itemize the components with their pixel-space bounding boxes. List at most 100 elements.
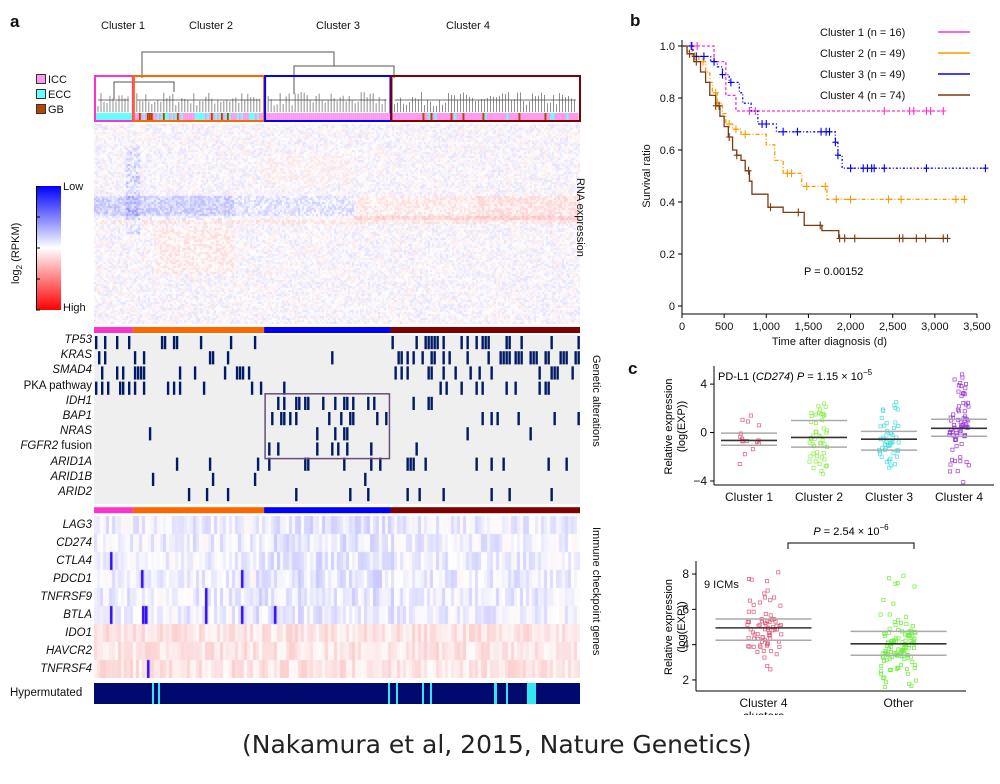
icm-title: 9 ICMs [704,579,739,591]
data-point [891,425,896,430]
censor-mark [944,234,951,243]
genetic-label: ARID2 [58,486,92,498]
mutation-cell [370,442,373,456]
mutation-cell [565,457,568,471]
mutation-cell [253,336,257,350]
section-label-rna: RNA expression [574,178,586,257]
data-point [765,641,770,646]
subtype-cell [346,113,349,120]
mutation-cell [496,412,499,426]
censor-mark [686,49,693,58]
data-point [813,420,818,425]
data-point [958,428,963,433]
censor-mark [780,127,787,136]
y-axis-label: Survival ratio [641,144,653,208]
mutation-cell [490,457,493,471]
mutation-cell [160,336,164,350]
mutation-cell [439,381,442,395]
mutation-cell [460,381,463,395]
subtype-cell [558,113,561,120]
x-tick-label: 1,500 [795,321,823,333]
mutation-cell [487,336,490,350]
data-point [896,618,901,623]
subtype-cell [202,113,205,120]
colorbar-title: log2 (RPKM) [10,222,25,284]
subtype-cell [292,113,295,120]
subtype-cell [270,113,273,120]
cluster-label: Cluster 3 [316,20,361,32]
subtype-cell [208,113,211,120]
data-point [955,433,960,438]
subtype-cell [200,113,203,120]
mutation-cell [442,336,445,350]
data-point [777,644,782,649]
mutation-cell [187,488,191,502]
mutation-cell [400,366,403,380]
subtype-cell [122,113,124,120]
mutation-cell [379,457,382,471]
data-point [824,430,829,435]
censor-mark [851,234,858,243]
subtype-cell [482,113,485,120]
censor-mark [733,151,740,160]
mutation-cell [142,366,146,380]
data-point [760,635,765,640]
subtype-cell [426,113,429,120]
data-point [765,579,770,584]
data-point [904,666,909,671]
censor-mark [836,234,843,243]
subtype-cell [252,113,255,120]
subtype-cell [296,113,299,120]
subtype-cell [236,113,239,120]
p-symbol: P [813,526,821,538]
mutation-cell [95,336,98,350]
subtype-cell [334,113,337,120]
y-axis-label-line: Relative expression [663,579,675,675]
legend-label: Cluster 2 (n = 49) [820,48,905,60]
subtype-cell [170,113,173,120]
subtype-cell [288,113,291,120]
censor-mark [732,125,739,134]
category-label: Cluster 4 [935,490,983,504]
data-point [898,620,903,625]
subtype-cell [430,113,433,120]
data-point [966,463,971,468]
data-point [884,433,889,438]
mutation-cell [259,381,263,395]
mutation-cell [316,442,319,456]
censor-mark [922,234,929,243]
hypermutated-label: Hypermutated [10,687,83,699]
data-point [888,667,893,672]
subtype-cell [316,113,319,120]
subtype-cell [300,113,303,120]
data-point [956,389,961,394]
mutation-cell [178,381,182,395]
mutation-cell [505,381,508,395]
hypermutated-sample [388,683,390,704]
mutation-cell [331,351,334,365]
data-point [896,440,901,445]
mutation-cell [490,366,493,380]
mutation-cell [529,351,532,365]
subtype-cell [358,113,361,120]
subtype-cell [354,113,357,120]
mutation-cell [487,351,490,365]
data-point [757,600,762,605]
mutation-cell [517,412,520,426]
mutation-cell [544,351,547,365]
mutation-cell [283,381,286,395]
censor-mark [899,234,906,243]
data-point [773,619,778,624]
immune-gene-label: CTLA4 [56,555,92,567]
data-point [908,628,913,633]
mutation-cell [475,457,478,471]
subtype-cell [484,113,487,120]
data-point [819,469,824,474]
immune-gene-label: LAG3 [62,519,92,531]
data-point [910,624,915,629]
mutation-cell [142,351,146,365]
mutation-cell [104,351,107,365]
mutation-cell [235,366,239,380]
data-point [821,401,826,406]
subtype-cell [268,113,271,120]
